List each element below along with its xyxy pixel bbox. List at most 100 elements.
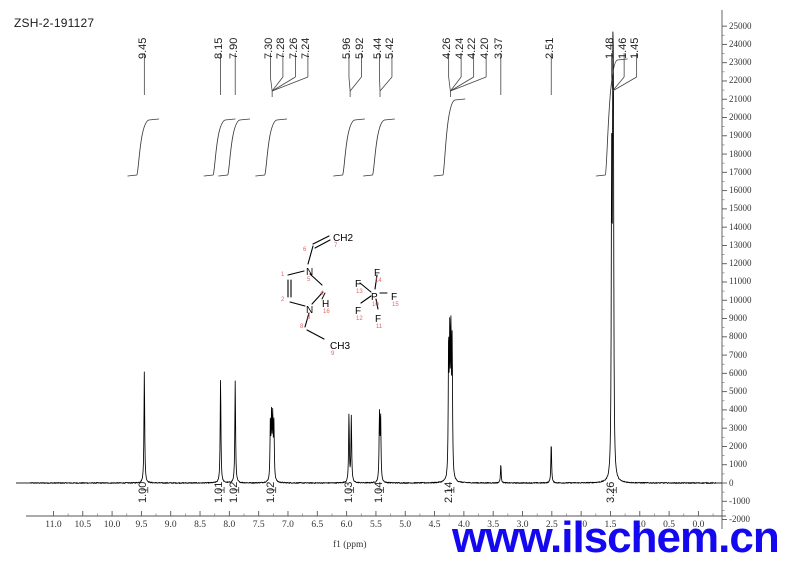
x-axis-tick: 5.5	[369, 520, 382, 530]
x-axis-tick: 1.0	[633, 520, 646, 530]
y-axis-tick: 20000	[729, 112, 752, 122]
y-axis-tick: 11000	[729, 276, 752, 287]
integral-value-label: 1.00	[136, 481, 149, 503]
y-axis-tick: 24000	[729, 38, 752, 49]
y-axis-tick: -1000	[729, 495, 750, 506]
y-axis-tick: 18000	[729, 148, 752, 159]
structure-atom-label: H	[322, 299, 330, 310]
x-axis-tick: 0.0	[692, 520, 705, 530]
peak-shift-label: 7.28	[275, 37, 288, 59]
x-axis-tick: 2.5	[545, 520, 558, 530]
y-axis-tick: 5000	[729, 386, 747, 397]
peak-shift-label: 5.42	[384, 37, 397, 59]
x-axis-tick: 9.0	[164, 520, 177, 530]
x-axis-tick: 8.0	[223, 520, 236, 530]
peak-shift-label: 1.48	[604, 37, 617, 59]
integral-value-label: 1.03	[342, 481, 355, 503]
peak-shift-label: 2.51	[543, 37, 556, 59]
x-axis-tick: 7.5	[252, 520, 265, 530]
structure-atom-number: 16	[323, 309, 330, 315]
x-axis-tick: 10.0	[103, 520, 121, 530]
structure-ring-number: 4	[320, 291, 324, 297]
peak-shift-label: 4.26	[441, 37, 454, 59]
peak-shift-label: 1.45	[629, 37, 642, 59]
structure-atom-label: F	[355, 306, 362, 317]
integral-value-label: 3.26	[605, 481, 618, 503]
y-axis-tick: 14000	[729, 221, 752, 232]
y-axis-tick: 0	[729, 477, 734, 488]
y-axis-tick: 10000	[729, 294, 752, 305]
structure-atom-number: 10	[372, 302, 379, 308]
structure-atom-subscript: 3	[344, 341, 351, 352]
y-axis-tick: 22000	[729, 75, 752, 86]
spectrum-title: ZSH-2-191127	[14, 16, 95, 30]
structure-ring-number: 6	[303, 247, 307, 253]
integral-value-label: 2.14	[442, 481, 455, 503]
peak-shift-label: 5.44	[371, 37, 384, 59]
integral-value-label: 1.02	[264, 481, 277, 503]
structure-atom-number: 7	[334, 243, 338, 249]
structure-ring-number: 8	[300, 324, 304, 330]
y-axis-tick: 17000	[729, 166, 752, 177]
structure-atom-number: 14	[375, 278, 382, 284]
y-axis-tick: 19000	[729, 130, 752, 141]
x-axis-tick: 0.5	[663, 520, 676, 530]
peak-shift-label: 8.15	[213, 37, 226, 59]
structure-atom-number: 15	[392, 302, 399, 308]
y-axis-tick: -2000	[729, 514, 750, 525]
y-axis-tick: 7000	[729, 349, 747, 360]
integral-value-label: 1.02	[227, 481, 240, 503]
x-axis-tick: 2.0	[575, 520, 588, 530]
structure-ring-number: 2	[281, 297, 285, 303]
y-axis-tick: 1000	[729, 459, 747, 470]
structure-atom-label: N	[306, 305, 314, 316]
structure-atom-number: 13	[356, 289, 363, 295]
y-axis-tick: 21000	[729, 93, 752, 104]
peak-shift-label: 5.96	[341, 37, 354, 59]
structure-ring-number: 1	[281, 272, 285, 278]
y-axis-tick: 23000	[729, 57, 752, 68]
peak-shift-label: 4.22	[466, 37, 479, 59]
x-axis-tick: 6.5	[311, 520, 324, 530]
peak-shift-label: 7.30	[262, 37, 275, 59]
y-axis-tick: 3000	[729, 422, 747, 433]
structure-atom-label: F	[375, 314, 382, 325]
peak-shift-label: 3.37	[493, 37, 506, 59]
x-axis-tick: 7.0	[282, 520, 294, 530]
y-axis-tick: 4000	[729, 404, 747, 415]
structure-atom-number: 5	[307, 277, 311, 283]
x-axis-tick: 3.5	[487, 520, 500, 530]
structure-atom-number: 11	[376, 324, 383, 330]
x-axis-tick: 4.5	[428, 520, 441, 530]
structure-atom-label: F	[391, 292, 398, 303]
y-axis-tick: 15000	[729, 203, 752, 214]
x-axis-tick: 11.0	[45, 520, 62, 530]
x-axis-tick: 10.5	[74, 520, 92, 530]
structure-atom-label: N	[306, 267, 314, 278]
peak-shift-label: 7.90	[227, 37, 240, 59]
watermark-text: www.ilschem.cn	[452, 513, 780, 562]
x-axis-tick: 3.0	[516, 520, 529, 530]
peak-shift-label: 7.26	[287, 37, 300, 59]
structure-atom-label: F	[355, 279, 362, 290]
x-axis-tick: 1.5	[604, 520, 617, 530]
x-axis-tick: 8.5	[194, 520, 206, 530]
y-axis-tick: 25000	[729, 20, 752, 31]
peak-shift-label: 5.92	[353, 37, 366, 59]
x-axis-title: f1 (ppm)	[333, 540, 367, 550]
x-axis-tick: 9.5	[135, 520, 148, 530]
structure-atom-label: CH2	[333, 233, 354, 244]
peak-shift-label: 9.45	[136, 37, 149, 59]
y-axis-tick: 16000	[729, 185, 752, 196]
integral-value-label: 1.01	[213, 481, 226, 503]
peak-shift-label: 1.46	[616, 37, 629, 59]
y-axis-tick: 12000	[729, 258, 752, 269]
integral-value-label: 1.04	[372, 481, 385, 503]
structure-atom-subscript: 2	[347, 233, 354, 244]
peak-shift-label: 7.24	[300, 37, 313, 59]
y-axis-tick: 13000	[729, 239, 752, 250]
y-axis-tick: 8000	[729, 331, 747, 342]
peak-shift-label: 4.20	[478, 37, 491, 59]
structure-atom-label: CH3	[330, 341, 351, 352]
x-axis-tick: 4.0	[457, 520, 470, 530]
